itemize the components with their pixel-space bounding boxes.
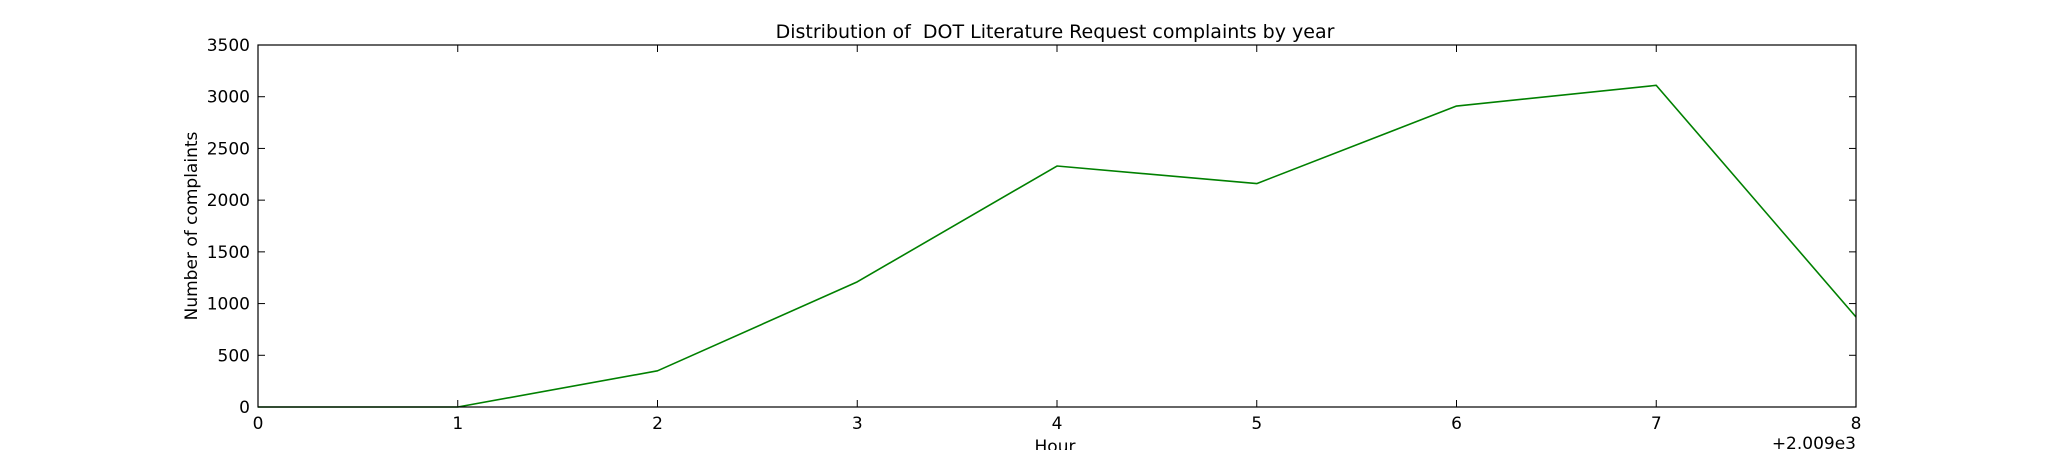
y-tick-label: 2000 [207,191,250,211]
x-tick-label: 2 [652,414,663,434]
x-tick-label: 4 [1052,414,1063,434]
plot-frame [257,44,1857,408]
y-tick-label: 3500 [207,36,250,56]
x-tick-label: 5 [1251,414,1262,434]
series-layer [258,84,1857,408]
series-line [258,84,1857,408]
x-axis-label: Hour [1035,437,1076,450]
y-tick-label: 1500 [207,243,250,263]
y-tick-label: 0 [239,398,250,418]
x-axis-offset-label: +2.009e3 [1772,434,1856,450]
chart-title: Distribution of DOT Literature Request c… [776,21,1335,43]
y-axis-label: Number of complaints [182,131,202,320]
y-tick-label: 2500 [207,139,250,159]
x-tick-label: 7 [1651,414,1662,434]
y-axis-ticks: 0 500 1000 1500 2000 2500 3000 3500 [207,36,1856,418]
y-tick-label: 500 [218,346,250,366]
x-tick-label: 8 [1851,414,1862,434]
x-axis-ticks: 0 1 2 3 4 5 6 7 8 [253,45,1862,434]
y-tick-label: 3000 [207,88,250,108]
x-tick-label: 0 [253,414,264,434]
x-tick-label: 1 [452,414,463,434]
y-tick-label: 1000 [207,295,250,315]
x-tick-label: 6 [1451,414,1462,434]
x-tick-label: 3 [852,414,863,434]
